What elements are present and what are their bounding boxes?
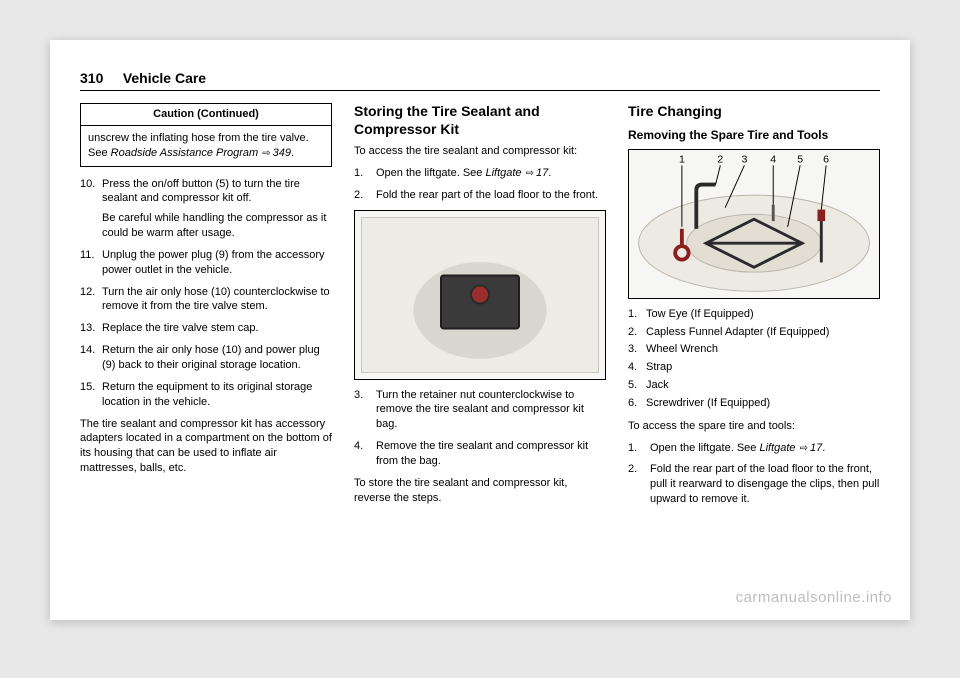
legend-item: 2.Capless Funnel Adapter (If Equipped) bbox=[628, 325, 880, 340]
caution-xref-page: 349 bbox=[261, 147, 291, 159]
callout-4: 4 bbox=[770, 153, 776, 165]
page-number: 310 bbox=[80, 70, 103, 86]
column-3: Tire Changing Removing the Spare Tire an… bbox=[628, 103, 880, 603]
xref: Liftgate bbox=[485, 167, 521, 179]
trunk-floor-illustration bbox=[361, 217, 599, 373]
page-sheet: 310 Vehicle Care Caution (Continued) uns… bbox=[50, 40, 910, 620]
col2-steps-b: 3.Turn the retainer nut counterclockwise… bbox=[354, 388, 606, 469]
chapter-title: Vehicle Care bbox=[123, 70, 206, 86]
link-icon bbox=[261, 147, 272, 159]
col2-intro: To access the tire sealant and compresso… bbox=[354, 144, 606, 159]
compressor-kit-illustration bbox=[440, 275, 520, 330]
callout-3: 3 bbox=[741, 153, 747, 165]
caution-xref: Roadside Assistance Program bbox=[111, 147, 259, 159]
step: 1.Open the liftgate. See Liftgate 17. bbox=[628, 441, 880, 456]
caution-heading: Caution (Continued) bbox=[81, 104, 331, 126]
figure-compressor-kit-location bbox=[354, 210, 606, 380]
step: 2.Fold the rear part of the load floor t… bbox=[354, 188, 606, 203]
col2-steps-a: 1.Open the liftgate. See Liftgate 17. 2.… bbox=[354, 166, 606, 203]
column-1: Caution (Continued) unscrew the inflatin… bbox=[80, 103, 332, 603]
col1-steps: 10.Press the on/off button (5) to turn t… bbox=[80, 177, 332, 410]
xref: Liftgate bbox=[759, 442, 795, 454]
tools-legend: 1.Tow Eye (If Equipped) 2.Capless Funnel… bbox=[628, 307, 880, 411]
watermark: carmanualsonline.info bbox=[736, 589, 892, 606]
step: 13.Replace the tire valve stem cap. bbox=[80, 321, 332, 336]
col3-title: Tire Changing bbox=[628, 103, 880, 121]
tools-svg: 1 2 3 4 5 6 bbox=[629, 150, 879, 298]
caution-body: unscrew the inflating hose from the tire… bbox=[81, 126, 331, 166]
col1-tail: The tire sealant and compressor kit has … bbox=[80, 417, 332, 476]
col3-subtitle: Removing the Spare Tire and Tools bbox=[628, 127, 880, 143]
callout-2: 2 bbox=[717, 153, 723, 165]
callout-6: 6 bbox=[823, 153, 829, 165]
step: 15.Return the equipment to its original … bbox=[80, 380, 332, 410]
xref-page: 17 bbox=[525, 167, 549, 179]
caution-text-post: . bbox=[291, 147, 294, 159]
col2-title: Storing the Tire Sealant and Compressor … bbox=[354, 103, 606, 138]
col2-outro: To store the tire sealant and compressor… bbox=[354, 476, 606, 506]
col3-intro2: To access the spare tire and tools: bbox=[628, 419, 880, 434]
step: 2.Fold the rear part of the load floor t… bbox=[628, 462, 880, 507]
figure-spare-tire-tools: 1 2 3 4 5 6 bbox=[628, 149, 880, 299]
step: 4.Remove the tire sealant and compressor… bbox=[354, 439, 606, 469]
callout-5: 5 bbox=[797, 153, 803, 165]
step: 3.Turn the retainer nut counterclockwise… bbox=[354, 388, 606, 433]
legend-item: 4.Strap bbox=[628, 360, 880, 375]
step: 14.Return the air only hose (10) and pow… bbox=[80, 343, 332, 373]
legend-item: 6.Screwdriver (If Equipped) bbox=[628, 396, 880, 411]
running-head: 310 Vehicle Care bbox=[80, 70, 880, 91]
legend-item: 5.Jack bbox=[628, 378, 880, 393]
link-icon bbox=[799, 442, 810, 454]
column-2: Storing the Tire Sealant and Compressor … bbox=[354, 103, 606, 603]
columns: Caution (Continued) unscrew the inflatin… bbox=[80, 103, 880, 603]
link-icon bbox=[525, 167, 536, 179]
step: 1.Open the liftgate. See Liftgate 17. bbox=[354, 166, 606, 181]
step: 10.Press the on/off button (5) to turn t… bbox=[80, 177, 332, 241]
legend-item: 3.Wheel Wrench bbox=[628, 342, 880, 357]
step: 11.Unplug the power plug (9) from the ac… bbox=[80, 248, 332, 278]
callout-1: 1 bbox=[679, 153, 685, 165]
col3-steps: 1.Open the liftgate. See Liftgate 17. 2.… bbox=[628, 441, 880, 507]
legend-item: 1.Tow Eye (If Equipped) bbox=[628, 307, 880, 322]
step: 12.Turn the air only hose (10) countercl… bbox=[80, 285, 332, 315]
xref-page: 17 bbox=[799, 442, 823, 454]
caution-box: Caution (Continued) unscrew the inflatin… bbox=[80, 103, 332, 167]
